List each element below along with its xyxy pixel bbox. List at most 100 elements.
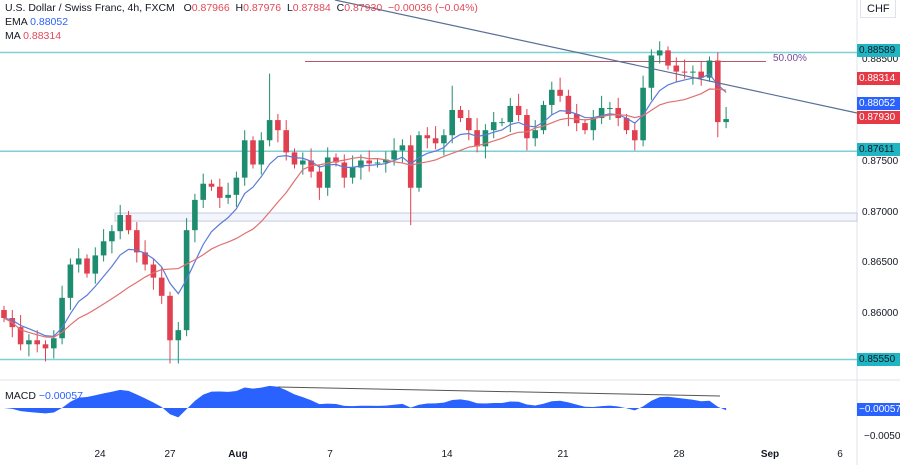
low-label: L <box>286 2 293 14</box>
close-price-badge: 0.87930 <box>857 111 900 124</box>
candle-up <box>607 107 613 109</box>
ema-price-badge: 0.88052 <box>857 97 900 110</box>
candle-down <box>515 105 522 116</box>
candle-up <box>482 130 489 147</box>
candle-up <box>109 231 115 242</box>
candle-down <box>42 344 49 349</box>
high-label: H <box>235 2 244 14</box>
candle-up <box>648 55 655 88</box>
x-tick: 6 <box>837 449 843 460</box>
candle-up <box>383 159 389 163</box>
currency-button[interactable]: CHF <box>860 0 896 18</box>
candle-up <box>499 122 505 124</box>
support-price-badge: 0.87611 <box>857 143 900 156</box>
y-tick: 0.88500 <box>862 54 899 65</box>
candle-down <box>582 123 588 131</box>
candle-down <box>167 295 173 341</box>
candle-up <box>225 194 231 198</box>
open-value: 0.87966 <box>191 2 230 14</box>
ema-legend[interactable]: EMA 0.88052 <box>5 16 68 28</box>
macd-legend[interactable]: MACD −0.00057 <box>5 390 83 402</box>
candle-up <box>507 105 514 123</box>
candle-down <box>84 258 90 274</box>
candle-down <box>623 118 630 131</box>
symbol-legend: U.S. Dollar / Swiss Franc, 4h, FXCM O0.8… <box>5 2 478 14</box>
candle-up <box>590 118 597 131</box>
candle-up <box>640 87 646 141</box>
candle-down <box>665 50 671 66</box>
candle-down <box>125 215 132 231</box>
candle-up <box>258 140 265 165</box>
candle-up <box>59 297 65 339</box>
candle-up <box>67 264 74 298</box>
candle-down <box>333 157 339 163</box>
candle-down <box>250 140 256 165</box>
candle-down <box>217 186 223 198</box>
candle-up <box>300 160 306 165</box>
candle-up <box>324 157 331 188</box>
close-label: C <box>336 2 345 14</box>
candle-down <box>673 65 680 72</box>
candle-down <box>457 109 464 119</box>
macd-area <box>4 385 727 418</box>
y-tick: 0.87000 <box>862 207 899 218</box>
candle-down <box>366 160 372 164</box>
candle-up <box>92 255 99 274</box>
ema-value: 0.88052 <box>30 16 69 28</box>
candle-up <box>75 258 82 265</box>
candle-up <box>192 199 198 231</box>
ma-price-badge: 0.88314 <box>857 72 900 85</box>
candle-down <box>474 130 480 147</box>
macd-label: MACD <box>5 390 36 402</box>
candle-down <box>134 230 140 253</box>
candle-up <box>449 109 455 136</box>
high-value: 0.87976 <box>243 2 282 14</box>
macd-price-badge: −0.00057 <box>857 403 900 416</box>
candle-down <box>34 340 40 345</box>
candle-up <box>358 160 364 168</box>
descending-trendline <box>334 0 858 114</box>
candle-down <box>158 277 165 296</box>
y-tick: 0.86000 <box>862 308 899 319</box>
candle-up <box>175 330 182 341</box>
open-label: O <box>183 2 192 14</box>
ma-value: 0.88314 <box>23 30 62 42</box>
candle-up <box>656 50 663 56</box>
x-tick: 27 <box>164 449 176 460</box>
candle-down <box>557 89 563 96</box>
candle-up <box>233 177 240 195</box>
candle-up <box>349 167 356 178</box>
symbol-title: U.S. Dollar / Swiss Franc, 4h, FXCM <box>5 2 175 14</box>
candle-up <box>399 145 406 151</box>
x-tick: 7 <box>327 449 333 460</box>
candle-up <box>598 107 605 119</box>
candle-up <box>117 215 123 232</box>
candle-down <box>316 171 323 188</box>
candle-up <box>100 241 107 256</box>
candle-down <box>524 115 530 139</box>
candle-down <box>565 95 572 115</box>
low-price-badge: 0.85550 <box>857 353 900 366</box>
ema-label: EMA <box>5 16 28 28</box>
x-tick: 14 <box>441 449 453 460</box>
candle-down <box>432 138 439 144</box>
ma-legend[interactable]: MA 0.88314 <box>5 30 61 42</box>
y-tick: 0.87500 <box>862 156 899 167</box>
low-value: 0.87884 <box>292 2 331 14</box>
candle-up <box>391 150 397 160</box>
candle-down <box>407 145 414 188</box>
candle-up <box>540 104 547 131</box>
close-value: 0.87930 <box>344 2 383 14</box>
ema-line <box>3 73 727 337</box>
candle-up <box>706 60 713 78</box>
candle-up <box>266 120 273 141</box>
candle-down <box>681 71 688 73</box>
candle-down <box>466 118 472 131</box>
candle-down <box>275 120 281 131</box>
candle-down <box>341 162 348 178</box>
x-tick: Sep <box>760 449 780 460</box>
macd-value: −0.00057 <box>38 390 83 402</box>
candle-down <box>615 107 621 119</box>
